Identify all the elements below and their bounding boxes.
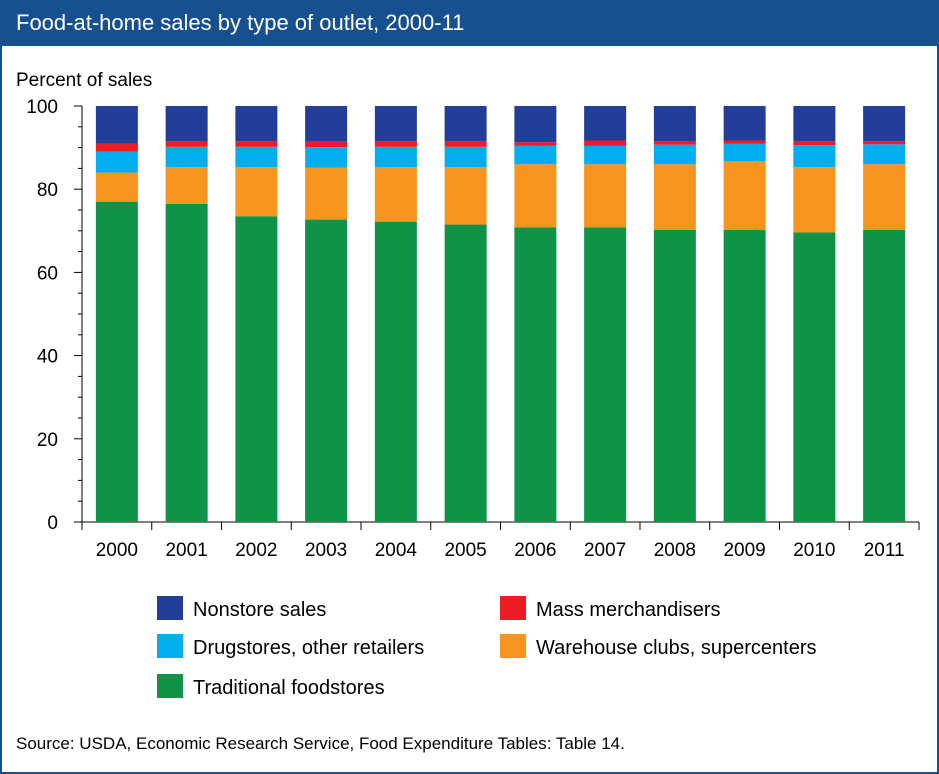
bar-traditional-foodstores-2002 xyxy=(235,216,278,523)
bar-warehouse-clubs-supercenters-2008 xyxy=(653,164,696,230)
bar-mass-merchandisers-2006 xyxy=(514,142,557,146)
legend-swatch-mass-merchandisers xyxy=(500,596,526,620)
bar-drugstores-other-retailers-2006 xyxy=(514,145,557,165)
bar-warehouse-clubs-supercenters-2000 xyxy=(95,172,138,202)
y-tick-label: 20 xyxy=(37,430,58,451)
bar-nonstore-sales-2006 xyxy=(514,106,557,143)
legend-label-nonstore-sales: Nonstore sales xyxy=(193,599,326,621)
bar-mass-merchandisers-2008 xyxy=(653,141,696,145)
bar-drugstores-other-retailers-2009 xyxy=(723,143,766,162)
bar-warehouse-clubs-supercenters-2001 xyxy=(165,167,208,204)
bar-nonstore-sales-2008 xyxy=(653,106,696,142)
bar-warehouse-clubs-supercenters-2004 xyxy=(374,167,417,222)
bar-mass-merchandisers-2004 xyxy=(374,141,417,147)
bar-traditional-foodstores-2000 xyxy=(95,201,138,522)
bar-traditional-foodstores-2007 xyxy=(584,227,627,523)
chart-title: Food-at-home sales by type of outlet, 20… xyxy=(16,10,465,35)
stacked-bar-chart: Percent of sales 0 20 40 60 80 100 2000 2001 2002… xyxy=(16,70,920,699)
bar-drugstores-other-retailers-2008 xyxy=(653,144,696,165)
x-tick-label: 2009 xyxy=(723,540,765,561)
y-tick-label: 0 xyxy=(47,513,58,534)
bar-drugstores-other-retailers-2007 xyxy=(584,145,627,165)
bar-nonstore-sales-2004 xyxy=(374,106,417,142)
bar-nonstore-sales-2003 xyxy=(305,106,348,142)
x-tick-label: 2000 xyxy=(96,540,138,561)
bar-drugstores-other-retailers-2004 xyxy=(374,146,417,168)
bar-drugstores-other-retailers-2011 xyxy=(863,144,906,165)
legend-swatch-traditional-foodstores xyxy=(157,674,183,698)
x-tick-label: 2001 xyxy=(165,540,207,561)
bar-mass-merchandisers-2005 xyxy=(444,141,487,147)
bar-warehouse-clubs-supercenters-2007 xyxy=(584,164,627,228)
bar-traditional-foodstores-2010 xyxy=(793,232,836,523)
x-tick-label: 2011 xyxy=(864,540,905,561)
bar-traditional-foodstores-2009 xyxy=(723,229,766,522)
bar-drugstores-other-retailers-2001 xyxy=(165,146,208,168)
x-tick-label: 2002 xyxy=(235,540,277,561)
y-tick-label: 40 xyxy=(37,347,58,368)
legend-swatch-warehouse-clubs-supercenters xyxy=(500,634,526,658)
y-axis-label: Percent of sales xyxy=(16,70,152,91)
source-note: Source: USDA, Economic Research Service,… xyxy=(16,734,625,753)
bar-warehouse-clubs-supercenters-2010 xyxy=(793,167,836,233)
legend-swatch-nonstore-sales xyxy=(157,596,183,620)
title-bar: Food-at-home sales by type of outlet, 20… xyxy=(2,2,937,46)
legend-swatch-drugstores-other-retailers xyxy=(157,634,183,658)
x-tick-label: 2007 xyxy=(584,540,626,561)
bar-nonstore-sales-2010 xyxy=(793,106,836,142)
bar-nonstore-sales-2007 xyxy=(584,106,627,141)
y-tick-label: 60 xyxy=(37,263,58,284)
legend-label-traditional-foodstores: Traditional foodstores xyxy=(193,677,385,699)
bar-nonstore-sales-2000 xyxy=(95,106,138,144)
bar-traditional-foodstores-2004 xyxy=(374,221,417,522)
bar-traditional-foodstores-2003 xyxy=(305,219,348,522)
bar-warehouse-clubs-supercenters-2003 xyxy=(305,167,348,220)
bar-nonstore-sales-2001 xyxy=(165,106,208,142)
bar-nonstore-sales-2002 xyxy=(235,106,278,142)
x-tick-label: 2008 xyxy=(654,540,696,561)
bar-traditional-foodstores-2005 xyxy=(444,224,487,522)
bar-mass-merchandisers-2009 xyxy=(723,140,766,144)
bar-drugstores-other-retailers-2000 xyxy=(95,151,138,173)
bar-warehouse-clubs-supercenters-2002 xyxy=(235,167,278,217)
bar-mass-merchandisers-2002 xyxy=(235,141,278,147)
bar-mass-merchandisers-2011 xyxy=(863,141,906,145)
y-tick-label: 100 xyxy=(26,97,58,118)
bar-drugstores-other-retailers-2003 xyxy=(305,147,348,168)
bar-mass-merchandisers-2000 xyxy=(95,143,138,152)
x-tick-label: 2010 xyxy=(793,540,835,561)
bar-warehouse-clubs-supercenters-2006 xyxy=(514,164,557,228)
bar-warehouse-clubs-supercenters-2009 xyxy=(723,161,766,230)
x-tick-label: 2005 xyxy=(444,540,486,561)
bar-traditional-foodstores-2001 xyxy=(165,203,208,522)
bar-warehouse-clubs-supercenters-2005 xyxy=(444,167,487,225)
bar-traditional-foodstores-2011 xyxy=(863,229,906,522)
bar-mass-merchandisers-2010 xyxy=(793,141,836,146)
bar-traditional-foodstores-2008 xyxy=(653,229,696,522)
x-tick-label: 2003 xyxy=(305,540,347,561)
bar-nonstore-sales-2009 xyxy=(723,106,766,141)
y-tick-label: 80 xyxy=(37,180,58,201)
legend-label-drugstores-other-retailers: Drugstores, other retailers xyxy=(193,637,424,659)
bar-mass-merchandisers-2001 xyxy=(165,141,208,147)
legend-label-warehouse-clubs-supercenters: Warehouse clubs, supercenters xyxy=(536,637,817,659)
bar-warehouse-clubs-supercenters-2011 xyxy=(863,164,906,230)
bar-drugstores-other-retailers-2005 xyxy=(444,146,487,168)
bar-traditional-foodstores-2006 xyxy=(514,227,557,523)
bar-drugstores-other-retailers-2010 xyxy=(793,145,836,168)
bar-nonstore-sales-2005 xyxy=(444,106,487,142)
x-tick-label: 2006 xyxy=(514,540,556,561)
bar-mass-merchandisers-2007 xyxy=(584,140,627,146)
legend-label-mass-merchandisers: Mass merchandisers xyxy=(536,599,721,621)
bar-mass-merchandisers-2003 xyxy=(305,141,348,148)
bar-nonstore-sales-2011 xyxy=(863,106,906,142)
x-tick-label: 2004 xyxy=(375,540,418,561)
bar-drugstores-other-retailers-2002 xyxy=(235,146,278,168)
